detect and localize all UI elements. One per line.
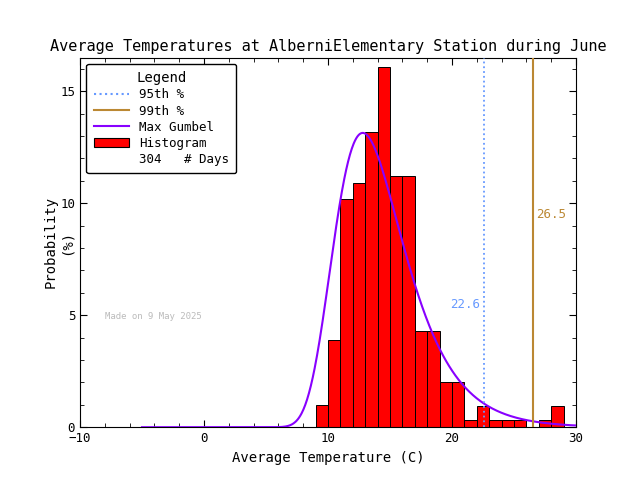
Bar xyxy=(403,176,415,427)
Y-axis label: Probability
(%): Probability (%) xyxy=(44,196,74,288)
Text: 22.6: 22.6 xyxy=(451,298,481,311)
Bar xyxy=(378,67,390,427)
Bar xyxy=(551,406,564,427)
Text: 26.5: 26.5 xyxy=(536,208,566,221)
Bar xyxy=(477,406,489,427)
Bar xyxy=(316,405,328,427)
Bar xyxy=(328,340,340,427)
Title: Average Temperatures at AlberniElementary Station during June: Average Temperatures at AlberniElementar… xyxy=(50,39,606,54)
Legend: 95th %, 99th %, Max Gumbel, Histogram, 304   # Days: 95th %, 99th %, Max Gumbel, Histogram, 3… xyxy=(86,64,236,173)
Bar xyxy=(514,420,526,427)
Bar xyxy=(340,199,353,427)
Bar xyxy=(502,420,514,427)
Bar xyxy=(539,420,551,427)
X-axis label: Average Temperature (C): Average Temperature (C) xyxy=(232,451,424,465)
Bar xyxy=(440,383,452,427)
Bar xyxy=(353,183,365,427)
Bar xyxy=(390,176,403,427)
Bar xyxy=(465,420,477,427)
Text: Made on 9 May 2025: Made on 9 May 2025 xyxy=(105,312,202,321)
Bar xyxy=(489,420,502,427)
Bar xyxy=(365,132,378,427)
Bar xyxy=(428,331,440,427)
Bar xyxy=(452,383,465,427)
Bar xyxy=(415,331,428,427)
